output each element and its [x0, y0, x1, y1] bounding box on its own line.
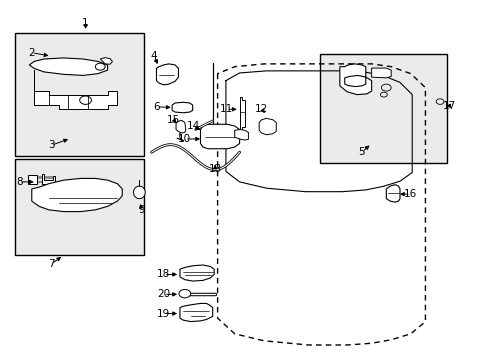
Polygon shape — [29, 58, 107, 75]
Bar — [15, 33, 144, 156]
Polygon shape — [234, 130, 248, 140]
Polygon shape — [180, 303, 212, 321]
Text: 19: 19 — [157, 309, 170, 319]
Polygon shape — [156, 64, 178, 85]
Text: 15: 15 — [166, 115, 180, 125]
Polygon shape — [41, 174, 55, 184]
Polygon shape — [100, 58, 112, 64]
Text: 20: 20 — [157, 289, 170, 300]
Polygon shape — [133, 186, 145, 199]
Polygon shape — [180, 291, 186, 296]
Text: 12: 12 — [254, 104, 268, 113]
Polygon shape — [371, 68, 390, 78]
Text: 2: 2 — [28, 48, 35, 58]
Text: 18: 18 — [157, 269, 170, 279]
Text: 17: 17 — [442, 101, 456, 111]
Polygon shape — [32, 179, 122, 212]
Text: 8: 8 — [16, 177, 23, 187]
Text: 14: 14 — [186, 121, 200, 131]
Text: 10: 10 — [178, 134, 191, 144]
Polygon shape — [28, 175, 37, 184]
Text: 7: 7 — [48, 259, 55, 269]
Text: 11: 11 — [219, 104, 233, 114]
Text: 6: 6 — [153, 102, 160, 112]
Text: 13: 13 — [208, 164, 222, 174]
Text: 16: 16 — [403, 189, 417, 199]
Polygon shape — [34, 70, 117, 109]
Circle shape — [179, 289, 190, 298]
Bar — [15, 159, 144, 255]
Polygon shape — [239, 98, 245, 130]
Polygon shape — [339, 64, 371, 95]
Text: 5: 5 — [358, 147, 365, 157]
Polygon shape — [259, 118, 276, 135]
Polygon shape — [176, 121, 185, 133]
Text: 9: 9 — [138, 205, 145, 215]
Polygon shape — [180, 265, 214, 281]
Polygon shape — [386, 185, 399, 202]
Text: 1: 1 — [82, 18, 89, 28]
Text: 3: 3 — [48, 140, 55, 150]
Text: 4: 4 — [150, 51, 157, 61]
Bar — [320, 54, 447, 163]
Polygon shape — [200, 124, 239, 149]
Polygon shape — [172, 102, 192, 113]
